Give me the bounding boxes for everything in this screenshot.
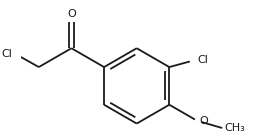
Text: CH₃: CH₃ <box>224 123 245 133</box>
Text: O: O <box>199 116 208 126</box>
Text: Cl: Cl <box>198 55 209 65</box>
Text: Cl: Cl <box>2 49 13 59</box>
Text: O: O <box>67 9 76 19</box>
